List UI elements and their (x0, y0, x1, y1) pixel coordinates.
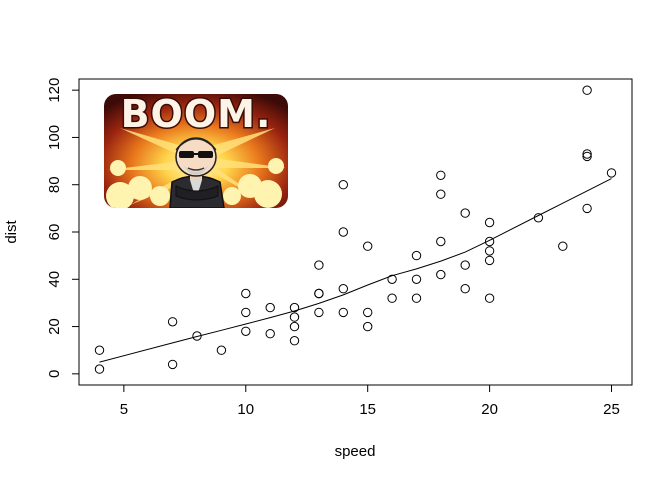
x-tick-label: 20 (481, 401, 498, 418)
data-point (216, 345, 227, 355)
data-point (411, 274, 422, 284)
y-tick-label: 100 (46, 125, 63, 150)
data-point (289, 312, 300, 322)
x-axis: 5 10 15 20 25 (120, 384, 620, 418)
data-point (460, 284, 470, 294)
y-tick-label: 20 (46, 318, 63, 335)
explosion-clouds (106, 158, 284, 208)
smooth-line (99, 178, 612, 363)
data-point (558, 241, 568, 251)
data-point (338, 180, 348, 190)
data-point (436, 170, 446, 181)
x-tick-label: 25 (603, 401, 620, 418)
data-point (606, 168, 617, 178)
data-point (167, 359, 178, 370)
data-point (363, 307, 373, 318)
data-point (582, 203, 592, 214)
data-point (484, 246, 495, 256)
data-point (314, 288, 324, 299)
data-point (387, 293, 397, 303)
data-point (436, 269, 446, 280)
data-point (484, 255, 495, 266)
data-point (338, 227, 348, 237)
boom-text: BOOM. (121, 92, 272, 136)
y-axis: 0 20 40 60 80 100 120 (46, 78, 80, 378)
data-point (460, 260, 470, 270)
data-point (460, 208, 470, 218)
data-point (94, 345, 105, 355)
data-point (411, 250, 422, 261)
boom-meme-image: BOOM. (104, 92, 288, 208)
data-point (582, 151, 592, 162)
data-point (387, 274, 397, 284)
x-axis-title: speed (335, 443, 376, 460)
y-axis-title: dist (3, 219, 20, 243)
x-tick-label: 5 (120, 401, 128, 418)
data-point (289, 321, 300, 332)
y-tick-label: 40 (46, 271, 63, 288)
data-point (167, 317, 178, 327)
data-points (94, 85, 617, 374)
data-point (484, 293, 495, 303)
data-point (363, 321, 373, 332)
data-point (533, 213, 544, 223)
y-tick-label: 120 (46, 78, 63, 103)
data-point (265, 329, 275, 339)
data-point (484, 217, 495, 228)
character-figure (169, 137, 225, 208)
data-point (314, 307, 324, 318)
data-point (582, 149, 592, 159)
data-point (314, 260, 324, 270)
data-point (338, 307, 348, 318)
data-point (436, 236, 446, 247)
y-tick-label: 0 (46, 370, 63, 378)
data-point (289, 336, 300, 346)
x-tick-label: 10 (237, 401, 254, 418)
data-point (484, 236, 495, 247)
data-point (241, 288, 251, 299)
data-point (241, 307, 251, 318)
data-point (192, 331, 202, 341)
data-point (94, 364, 105, 374)
data-point (436, 189, 446, 199)
data-point (265, 302, 275, 313)
data-point (338, 284, 348, 294)
x-tick-label: 15 (359, 401, 376, 418)
data-point (241, 326, 251, 336)
data-point (289, 302, 300, 313)
data-point (582, 85, 592, 95)
y-tick-label: 80 (46, 176, 63, 193)
data-point (363, 241, 373, 251)
y-tick-label: 60 (46, 224, 63, 241)
data-point (411, 293, 422, 303)
